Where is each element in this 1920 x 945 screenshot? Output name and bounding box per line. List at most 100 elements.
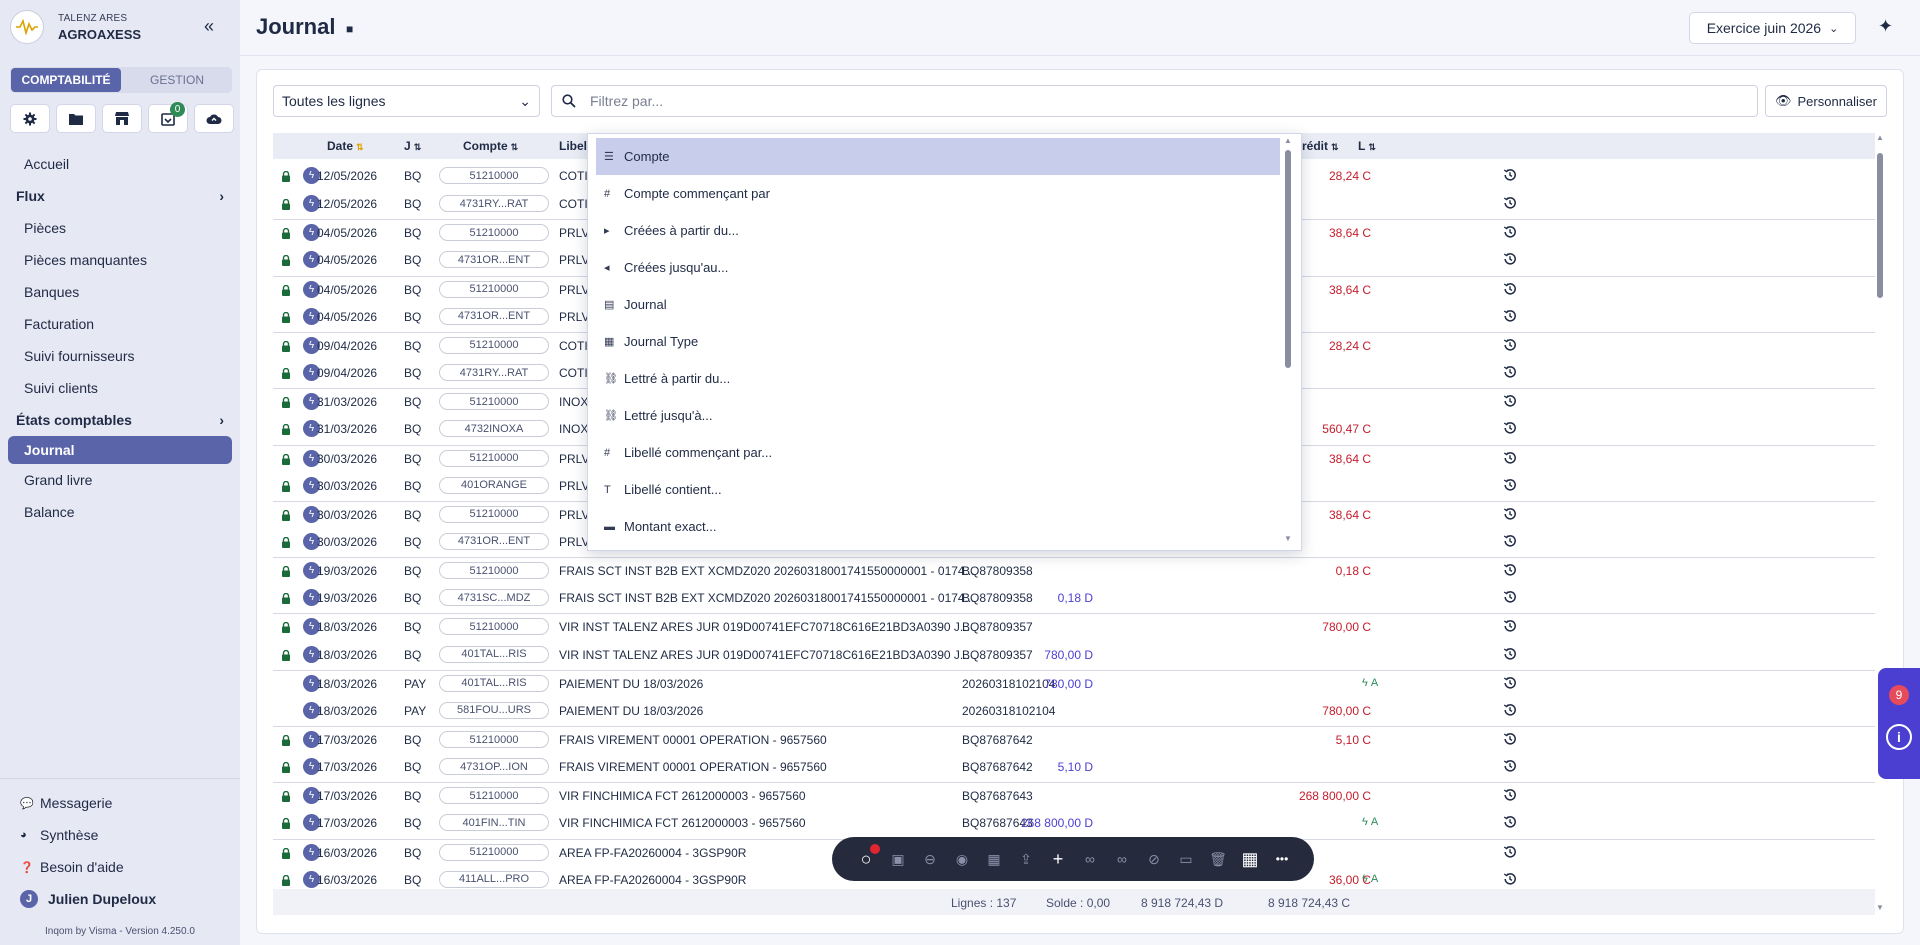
link-alt-icon[interactable]: ∞ [1117, 851, 1127, 867]
plus-icon[interactable]: + [1052, 848, 1064, 869]
history-icon[interactable] [1503, 168, 1517, 182]
auto-entry-icon[interactable]: ϟ [303, 645, 320, 663]
table-row[interactable]: ϟ 18/03/2026 PAY 581FOU...URS PAIEMENT DU 18… [273, 698, 1875, 726]
scroll-up-icon[interactable]: ▲ [1284, 136, 1292, 145]
info-widget[interactable]: 9 i [1878, 668, 1920, 779]
sidebar-item-journal[interactable]: Journal [8, 436, 232, 464]
auto-entry-icon[interactable]: ϟ [303, 870, 320, 888]
account-chip[interactable]: 4731OR...ENT [439, 251, 549, 269]
history-icon[interactable] [1503, 676, 1517, 690]
history-icon[interactable] [1503, 338, 1517, 352]
account-chip[interactable]: 51210000 [439, 336, 549, 354]
history-icon[interactable] [1503, 788, 1517, 802]
history-icon[interactable] [1503, 507, 1517, 521]
table-row[interactable]: ϟ 30/03/2026 BQ 51210000 PRLV 38,64 C [273, 444, 1875, 473]
sidebar-item-pieces-manquantes[interactable]: Pièces manquantes [24, 252, 147, 268]
sidebar-item-balance[interactable]: Balance [24, 504, 75, 520]
auto-entry-icon[interactable]: ϟ [303, 532, 320, 550]
auto-entry-icon[interactable]: ϟ [303, 364, 320, 382]
history-icon[interactable] [1503, 703, 1517, 717]
auto-entry-icon[interactable]: ϟ [303, 674, 320, 692]
auto-entry-icon[interactable]: ϟ [303, 280, 320, 298]
table-row[interactable]: ϟ 17/03/2026 BQ 401FIN...TIN VIR FINCHIMICA … [273, 810, 1875, 838]
trash-icon[interactable]: 🗑 [1209, 850, 1227, 867]
ai-sparkle-icon[interactable]: ✦ [1878, 16, 1894, 36]
col-journal[interactable]: J ⇅ [404, 139, 421, 153]
customize-button[interactable]: 👁 Personnaliser [1765, 85, 1887, 117]
scroll-down-icon[interactable]: ▼ [1284, 534, 1292, 543]
lines-filter-select[interactable]: Toutes les lignes ⌄ [273, 85, 540, 117]
ai-icon[interactable]: ▣ [891, 850, 905, 867]
scroll-up-icon[interactable]: ▲ [1876, 133, 1884, 142]
dropdown-scrollbar[interactable]: ▲ ▼ [1283, 136, 1293, 548]
table-row[interactable]: ϟ 17/03/2026 BQ 51210000 FRAIS VIREMENT 0000… [273, 726, 1875, 754]
history-icon[interactable] [1503, 815, 1517, 829]
settings-button[interactable] [10, 104, 50, 133]
table-row[interactable]: ϟ 04/05/2026 BQ 4731OR...ENT PRLV [273, 247, 1875, 275]
account-chip[interactable]: 401FIN...TIN [439, 814, 549, 832]
table-row[interactable]: ϟ 16/03/2026 BQ 411ALL...PRO AREA FP-FA20260… [273, 867, 1875, 895]
auto-entry-icon[interactable]: ϟ [303, 195, 320, 213]
account-chip[interactable]: 51210000 [439, 787, 549, 805]
history-icon[interactable] [1503, 225, 1517, 239]
card-icon[interactable]: ▭ [1179, 850, 1193, 867]
auto-entry-icon[interactable]: ϟ [303, 562, 320, 580]
share-icon[interactable]: ⇪ [1020, 850, 1032, 867]
more-icon[interactable]: ••• [1275, 852, 1289, 866]
auto-entry-icon[interactable]: ϟ [303, 420, 320, 438]
unlink-icon[interactable]: ⊘ [1148, 850, 1160, 867]
table-row[interactable]: ϟ 04/05/2026 BQ 4731OR...ENT PRLV [273, 304, 1875, 332]
table-row[interactable]: ϟ 30/03/2026 BQ 401ORANGE PRLV [273, 473, 1875, 501]
auto-entry-icon[interactable]: ϟ [303, 758, 320, 776]
inbox-button[interactable]: 0 [148, 102, 188, 133]
account-chip[interactable]: 4731OR...ENT [439, 307, 549, 325]
account-chip[interactable]: 51210000 [439, 618, 549, 636]
history-icon[interactable] [1503, 478, 1517, 492]
filter-search[interactable] [551, 85, 1758, 117]
scroll-thumb[interactable] [1877, 153, 1883, 298]
history-icon[interactable] [1503, 282, 1517, 296]
brand[interactable]: TALENZ ARES AGROAXESS [10, 10, 141, 44]
no-entry-icon[interactable]: ⊖ [924, 850, 936, 867]
auto-entry-icon[interactable]: ϟ [303, 843, 320, 861]
dropdown-scroll-thumb[interactable] [1285, 150, 1291, 368]
table-row[interactable]: ϟ 18/03/2026 BQ 401TAL...RIS VIR INST TALENZ… [273, 642, 1875, 670]
account-chip[interactable]: 51210000 [439, 731, 549, 748]
lettrage-badge[interactable]: ϟ A [1362, 816, 1378, 828]
history-icon[interactable] [1503, 365, 1517, 379]
filter-input[interactable] [590, 93, 1690, 109]
upload-button[interactable] [194, 104, 234, 133]
filter-option[interactable]: T Libellé contient... [596, 471, 1280, 508]
calendar-icon[interactable]: ▦ [1241, 848, 1259, 869]
link-icon[interactable]: ∞ [1085, 851, 1095, 867]
account-chip[interactable]: 4732INOXA [439, 420, 549, 438]
sidebar-section-flux[interactable]: Flux › [0, 180, 240, 212]
account-chip[interactable]: 4731OR...ENT [439, 532, 549, 550]
account-chip[interactable]: 51210000 [439, 505, 549, 523]
history-icon[interactable] [1503, 619, 1517, 633]
tab-comptabilite[interactable]: COMPTABILITÉ [11, 68, 121, 92]
auto-entry-icon[interactable]: ϟ [303, 449, 320, 467]
auto-entry-icon[interactable]: ϟ [303, 393, 320, 411]
lettrage-badge[interactable]: ϟ A [1362, 677, 1378, 689]
filter-option[interactable]: ▦ Journal Type [596, 323, 1280, 360]
sidebar-item-accueil[interactable]: Accueil [24, 156, 70, 172]
col-lettrage[interactable]: L ⇅ [1358, 139, 1376, 153]
table-row[interactable]: ϟ 17/03/2026 BQ 51210000 VIR FINCHIMICA FCT … [273, 782, 1875, 810]
history-icon[interactable] [1503, 394, 1517, 408]
sidebar-item-synthese[interactable]: ◕ Synthèse [0, 819, 240, 851]
filter-option[interactable]: ⛓ Lettré jusqu'à... [596, 397, 1280, 434]
table-row[interactable]: ϟ 17/03/2026 BQ 4731OP...ION FRAIS VIREMENT … [273, 754, 1875, 782]
sidebar-section-etats[interactable]: États comptables › [0, 404, 240, 436]
account-chip[interactable]: 51210000 [439, 224, 549, 242]
auto-entry-icon[interactable]: ϟ [303, 251, 320, 269]
history-icon[interactable] [1503, 252, 1517, 266]
store-button[interactable] [102, 104, 142, 133]
sidebar-item-grand-livre[interactable]: Grand livre [24, 472, 93, 488]
filter-option[interactable]: ▸ Créées à partir du... [596, 212, 1280, 249]
col-credit[interactable]: rédit ⇅ [1302, 139, 1339, 153]
auto-entry-icon[interactable]: ϟ [303, 505, 320, 523]
documents-button[interactable] [56, 104, 96, 133]
account-chip[interactable]: 51210000 [439, 843, 549, 861]
history-icon[interactable] [1503, 845, 1517, 859]
